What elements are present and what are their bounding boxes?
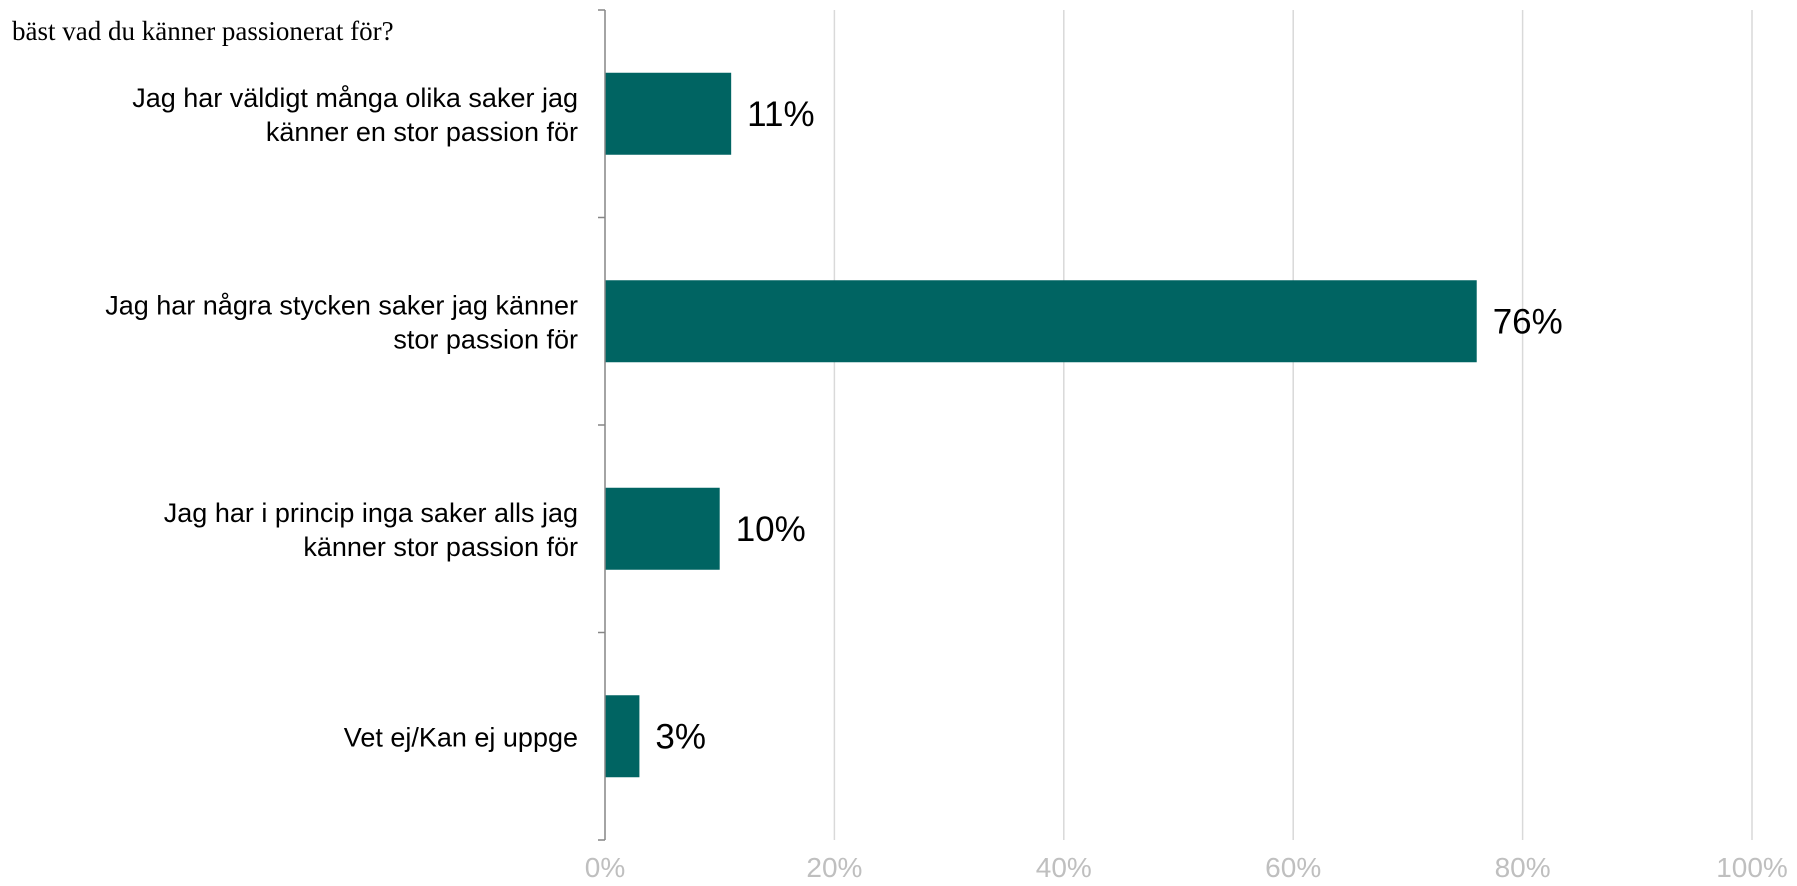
x-tick-label: 100% bbox=[1716, 852, 1788, 883]
data-label-2: 76% bbox=[1493, 302, 1563, 341]
bar-3 bbox=[605, 487, 720, 570]
chart-title: bäst vad du känner passionerat för? bbox=[12, 16, 394, 46]
category-label-4: Vet ej/Kan ej uppge bbox=[344, 722, 578, 752]
x-tick-label: 40% bbox=[1036, 852, 1092, 883]
x-tick-label: 60% bbox=[1265, 852, 1321, 883]
bars bbox=[605, 72, 1477, 778]
data-label-1: 11% bbox=[747, 95, 814, 134]
category-label-1: Jag har väldigt många olika saker jag kän… bbox=[132, 83, 578, 147]
category-label-2: Jag har några stycken saker jag känner st… bbox=[105, 290, 578, 354]
x-tick-label: 80% bbox=[1495, 852, 1551, 883]
bar-1 bbox=[605, 72, 732, 155]
data-label-3: 10% bbox=[736, 510, 806, 549]
bar-4 bbox=[605, 695, 640, 778]
x-tick-label: 0% bbox=[585, 852, 625, 883]
x-tick-label: 20% bbox=[806, 852, 862, 883]
axes bbox=[598, 9, 606, 841]
bar-2 bbox=[605, 280, 1477, 363]
gridlines bbox=[833, 10, 1753, 840]
data-label-4: 3% bbox=[655, 717, 706, 756]
category-label-3: Jag har i princip inga saker alls jag kän… bbox=[164, 498, 578, 562]
labels: 0% 20% 40% 60% 80% 100% 11% Jag har väldigt mån… bbox=[105, 83, 1788, 883]
